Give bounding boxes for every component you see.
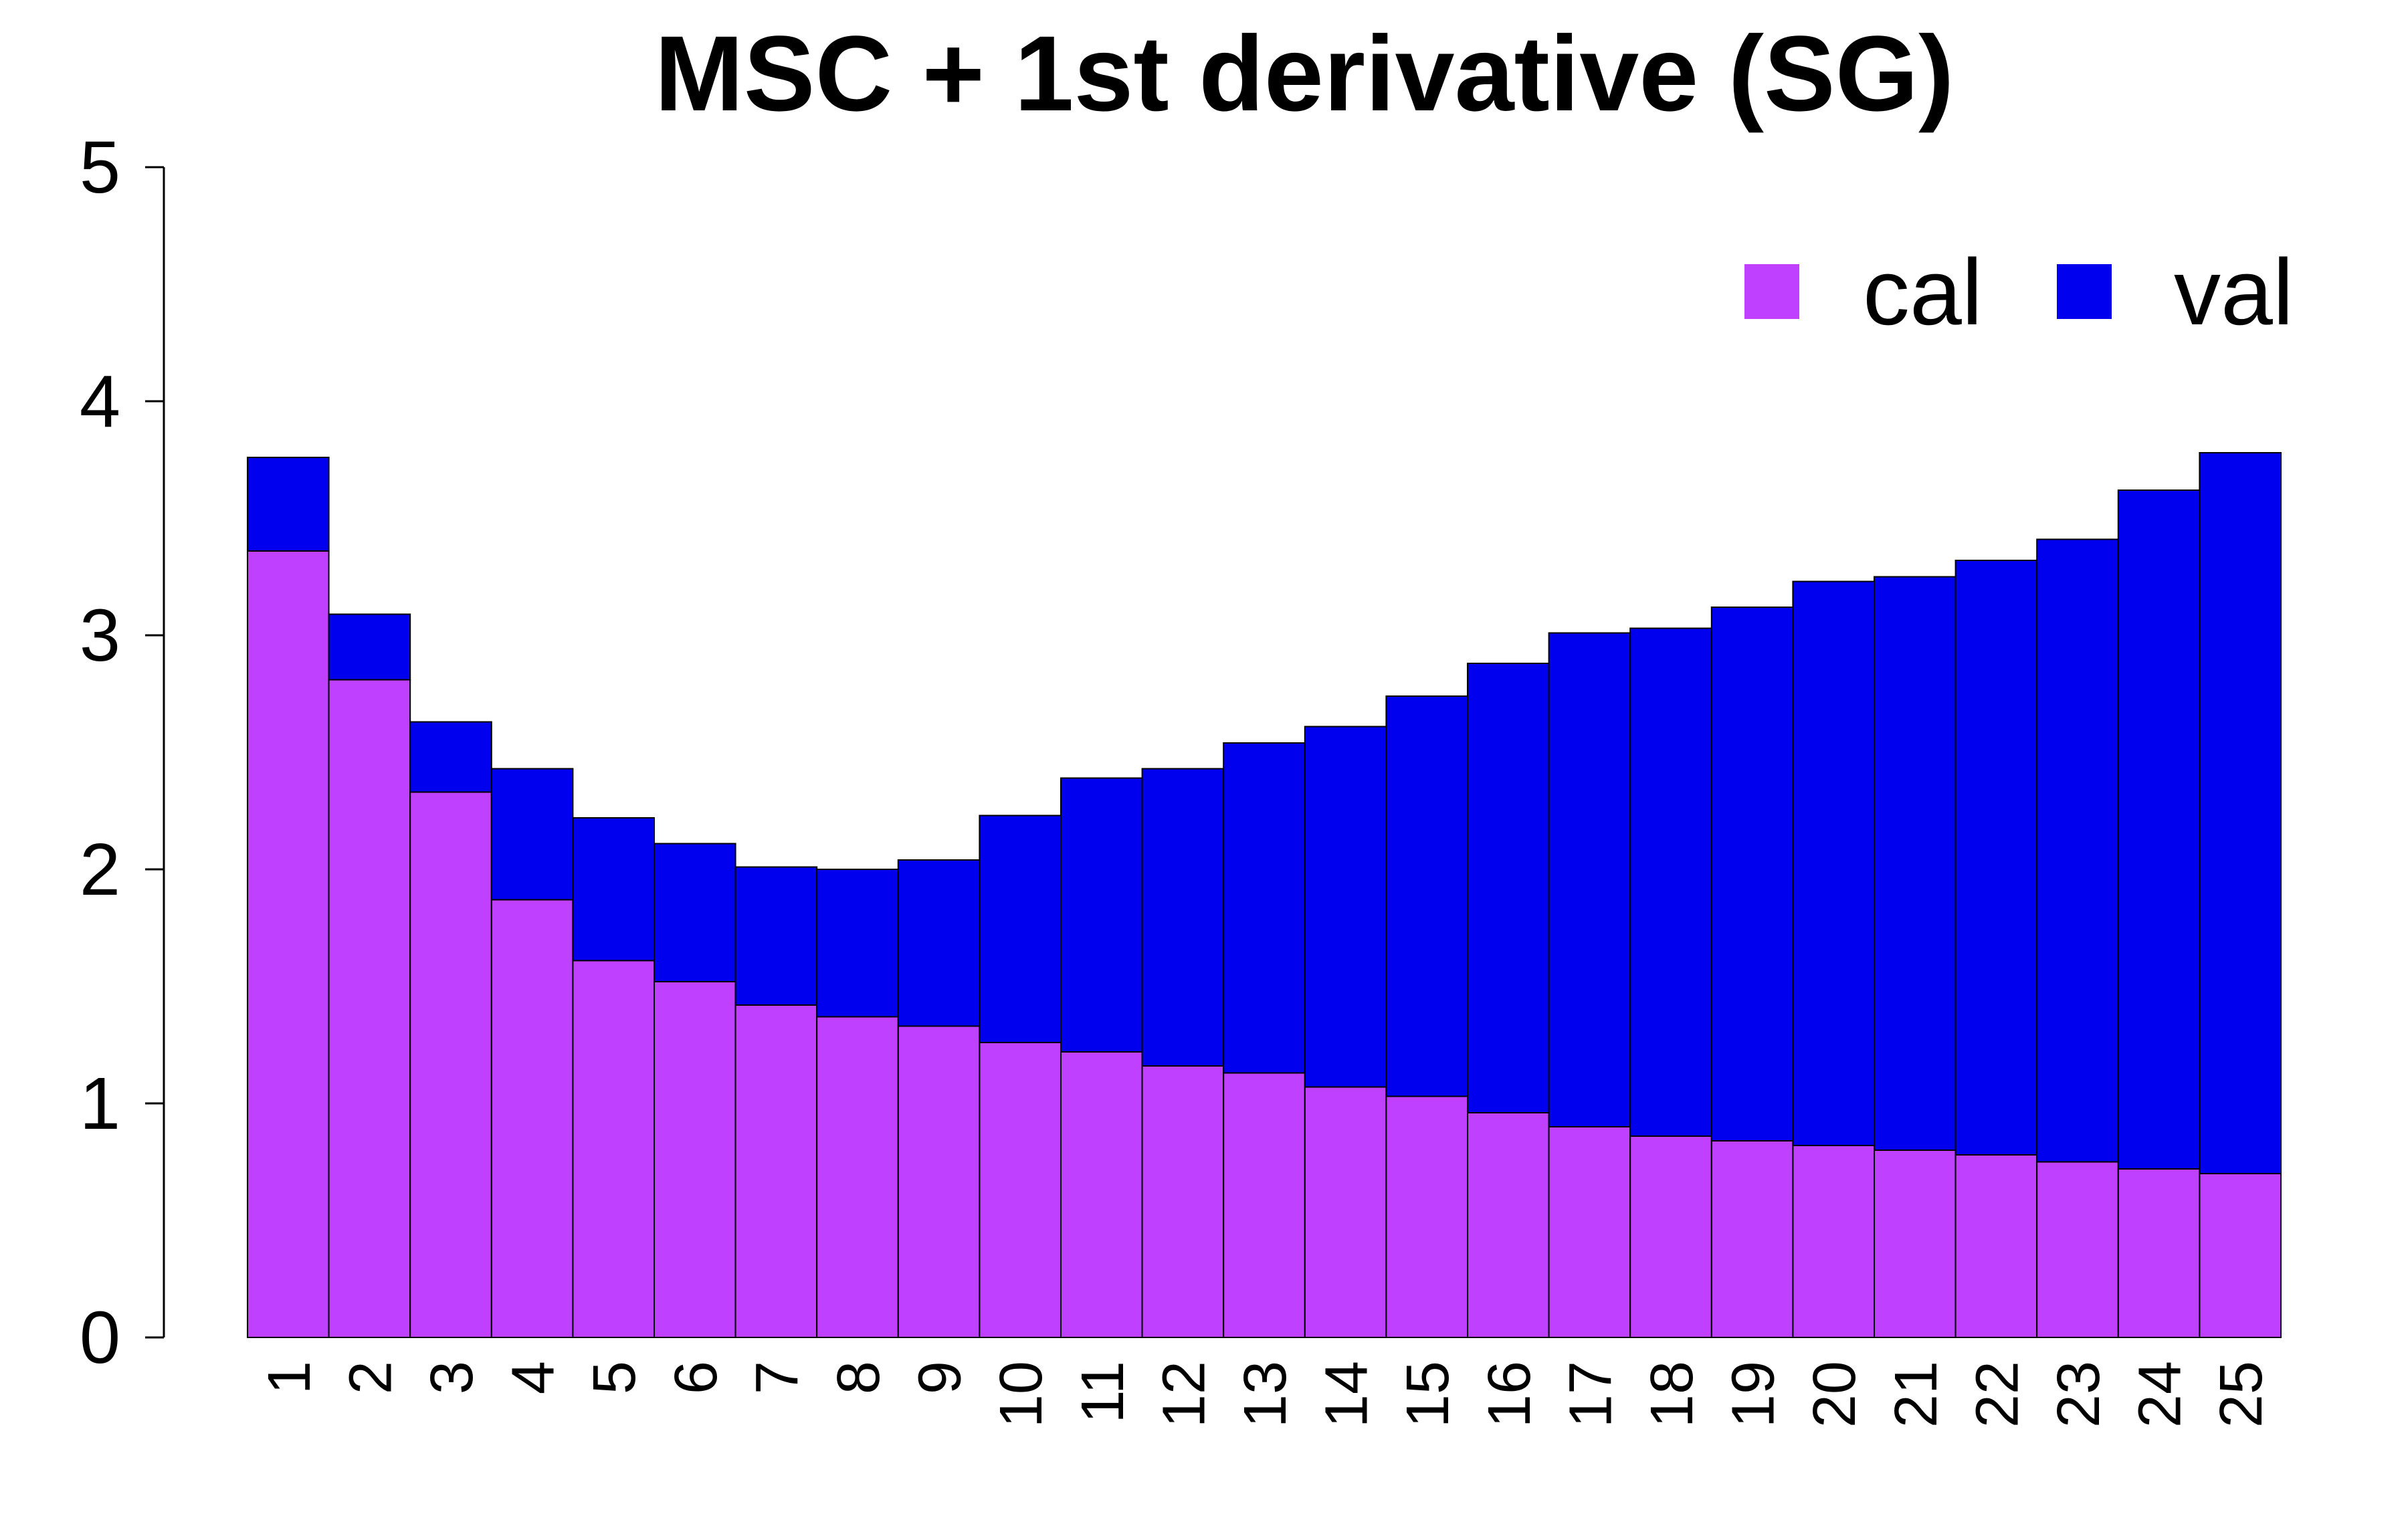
- y-tick-label: 4: [80, 360, 120, 443]
- bars-layer: [247, 452, 2282, 1338]
- bar-cal-13: [1223, 1072, 1306, 1338]
- bar-val-17: [1548, 632, 1631, 1127]
- bar-cal-11: [1060, 1051, 1143, 1338]
- x-tick-label: 23: [2045, 1361, 2112, 1428]
- bar-cal-3: [409, 791, 492, 1338]
- bar-val-24: [2117, 490, 2201, 1170]
- x-tick-label: 6: [663, 1361, 730, 1394]
- bar-cal-24: [2117, 1168, 2201, 1338]
- bar-cal-2: [328, 679, 411, 1338]
- bar-cal-16: [1467, 1112, 1550, 1338]
- bar-cal-6: [654, 981, 736, 1338]
- x-tick-label: 19: [1720, 1361, 1787, 1428]
- bar-cal-20: [1792, 1145, 1875, 1338]
- x-axis-labels: 1 2 3 4 5 6 7 8 9 10 11 12 13 14 15 16 17 18 19 20 21 22 23 24 2…: [256, 1361, 2275, 1428]
- x-tick-label: 14: [1314, 1361, 1381, 1428]
- x-tick-label: 3: [419, 1361, 486, 1394]
- bar-val-6: [654, 843, 736, 982]
- bar-val-20: [1792, 580, 1875, 1146]
- x-tick-label: 11: [1070, 1361, 1136, 1423]
- x-tick-label: 7: [744, 1361, 811, 1394]
- y-tick-label: 2: [80, 829, 120, 911]
- bar-cal-19: [1710, 1140, 1794, 1338]
- bar-val-11: [1060, 777, 1143, 1053]
- x-tick-label: 12: [1150, 1361, 1217, 1428]
- x-tick-label: 20: [1801, 1361, 1868, 1428]
- x-tick-label: 9: [907, 1361, 974, 1394]
- bar-cal-9: [897, 1025, 981, 1338]
- bar-cal-4: [490, 899, 574, 1338]
- x-tick-label: 4: [500, 1361, 567, 1394]
- bar-val-15: [1385, 695, 1468, 1097]
- bar-val-1: [247, 457, 330, 552]
- bar-val-16: [1467, 663, 1550, 1113]
- bar-cal-8: [816, 1016, 899, 1338]
- bar-cal-23: [2036, 1161, 2119, 1338]
- x-tick-label: 8: [825, 1361, 892, 1394]
- bar-cal-25: [2199, 1173, 2282, 1338]
- bar-val-10: [979, 814, 1062, 1043]
- bar-cal-14: [1304, 1086, 1387, 1338]
- x-tick-label: 2: [337, 1361, 404, 1394]
- bar-val-7: [734, 866, 818, 1006]
- bar-val-9: [897, 859, 981, 1027]
- y-tick-label: 1: [80, 1063, 120, 1145]
- y-tick-label: 3: [80, 594, 120, 677]
- bar-val-12: [1141, 768, 1225, 1067]
- bar-cal-18: [1629, 1135, 1712, 1338]
- bar-val-18: [1629, 627, 1712, 1137]
- bar-val-19: [1710, 607, 1794, 1142]
- legend-label-cal: cal: [1863, 239, 1983, 344]
- y-tick-label: 0: [80, 1297, 120, 1379]
- bar-cal-17: [1548, 1126, 1631, 1338]
- x-tick-label: 16: [1476, 1361, 1543, 1428]
- legend: cal val: [1744, 239, 2294, 344]
- bar-val-23: [2036, 538, 2119, 1163]
- x-tick-label: 18: [1639, 1361, 1706, 1428]
- legend-label-val: val: [2174, 239, 2294, 344]
- bar-val-8: [816, 869, 899, 1018]
- x-tick-label: 25: [2208, 1361, 2275, 1428]
- y-tick-label: 5: [80, 126, 120, 209]
- bar-val-4: [490, 768, 574, 901]
- bar-val-2: [328, 613, 411, 681]
- bar-val-3: [409, 721, 492, 793]
- bar-val-14: [1304, 726, 1387, 1088]
- x-tick-label: 5: [581, 1361, 648, 1394]
- x-tick-label: 15: [1395, 1361, 1462, 1428]
- bar-cal-10: [979, 1042, 1062, 1338]
- bar-cal-1: [247, 550, 330, 1338]
- x-tick-label: 17: [1557, 1361, 1624, 1428]
- x-tick-label: 10: [988, 1361, 1055, 1428]
- bar-val-25: [2199, 452, 2282, 1174]
- x-tick-label: 1: [256, 1361, 323, 1394]
- legend-swatch-cal: [1744, 264, 1799, 319]
- bar-val-5: [572, 817, 656, 962]
- bar-cal-21: [1874, 1150, 1956, 1338]
- bar-cal-5: [572, 960, 656, 1338]
- bar-cal-15: [1385, 1095, 1468, 1338]
- bar-cal-7: [734, 1004, 818, 1338]
- chart-title: MSC + 1st derivative (SG): [655, 13, 1954, 133]
- x-tick-label: 21: [1883, 1361, 1950, 1428]
- bar-val-21: [1874, 576, 1956, 1151]
- x-tick-label: 22: [1964, 1361, 2031, 1428]
- x-tick-label: 24: [2127, 1361, 2194, 1428]
- bar-val-22: [1954, 560, 2038, 1156]
- bar-val-13: [1223, 742, 1306, 1074]
- y-axis: 0 1 2 3 4 5: [80, 126, 165, 1379]
- bar-cal-22: [1954, 1154, 2038, 1338]
- bar-cal-12: [1141, 1065, 1225, 1338]
- legend-swatch-val: [2057, 264, 2112, 319]
- x-tick-label: 13: [1232, 1361, 1299, 1428]
